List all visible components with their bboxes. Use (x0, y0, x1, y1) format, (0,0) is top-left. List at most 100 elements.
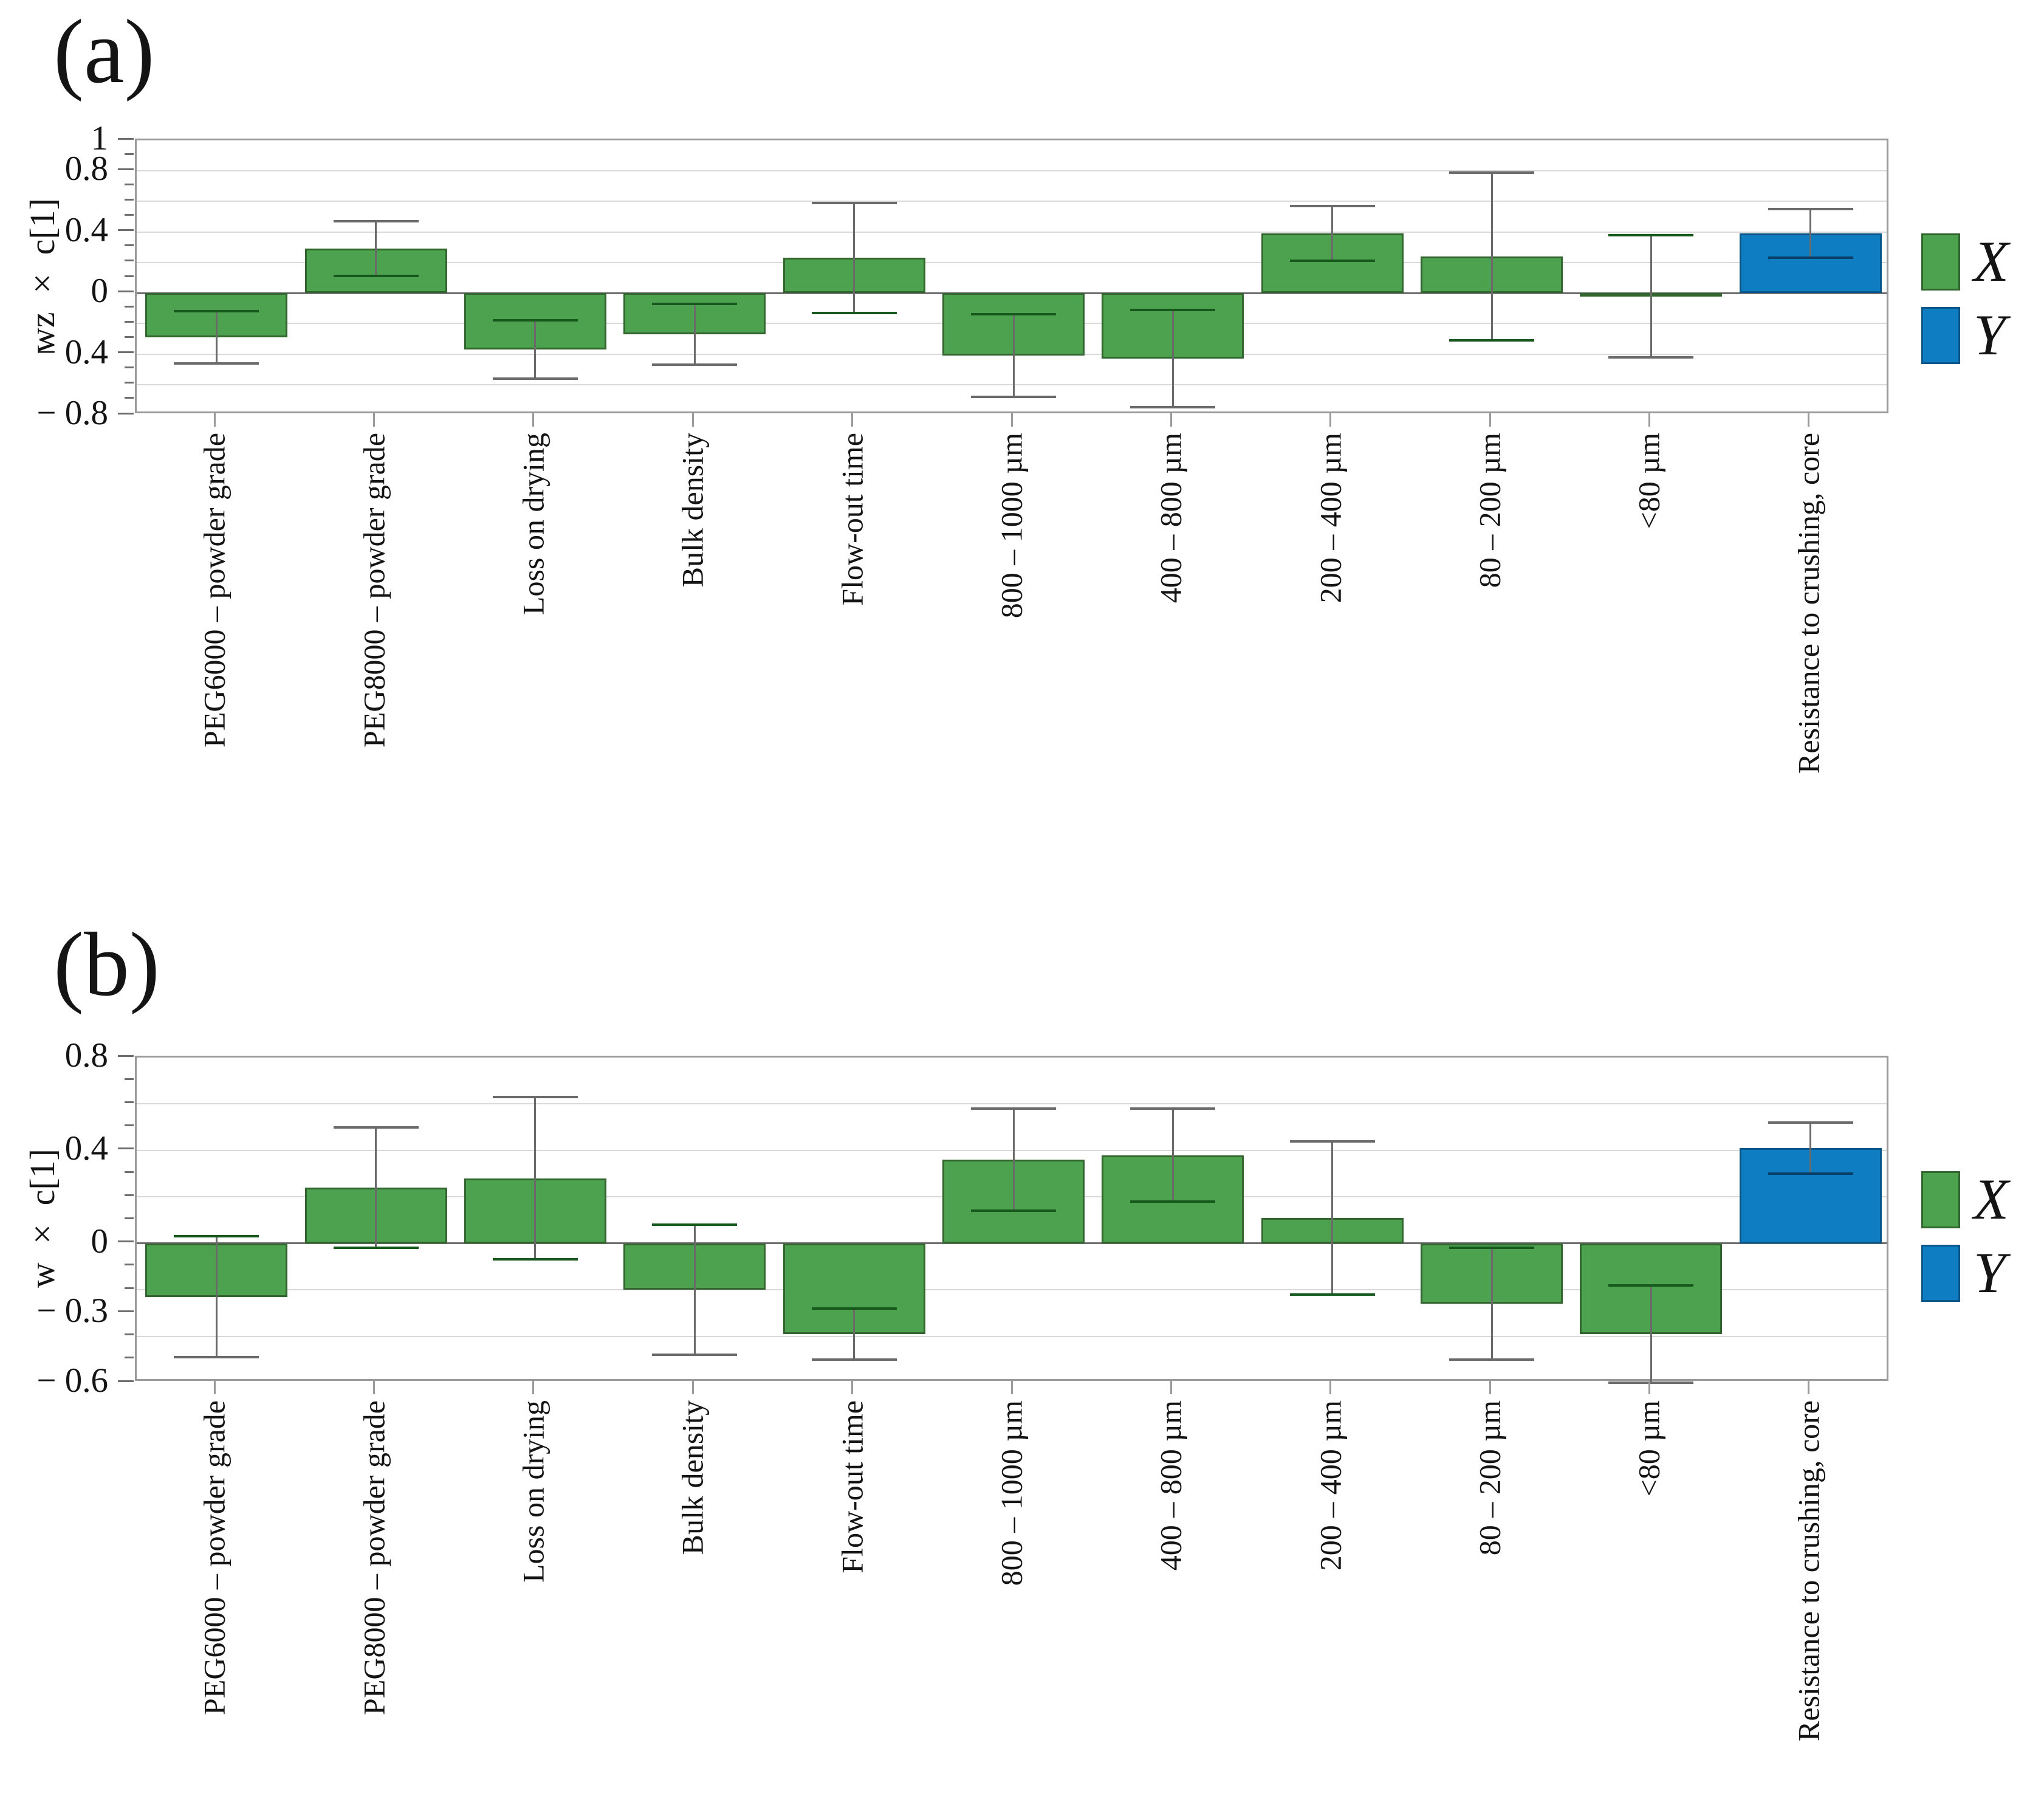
error-bar-cap-top (971, 1107, 1056, 1110)
error-bar-cap-top (1130, 308, 1216, 311)
legend-row-x: X (1921, 233, 2009, 291)
y-series-swatch (1921, 1244, 1960, 1302)
y-minor-tick (125, 244, 134, 247)
error-bar-line (534, 320, 537, 379)
y-major-tick (118, 137, 134, 140)
error-bar-line (853, 202, 856, 313)
error-bar-line (853, 1308, 856, 1360)
gridline (137, 1103, 1887, 1105)
y-tick-label: − 0.3 (36, 1292, 108, 1330)
error-bar-line (1171, 309, 1174, 408)
y-minor-tick (125, 1333, 134, 1336)
x-tick (1010, 1381, 1013, 1394)
y-series-label: Y (1974, 1240, 2006, 1305)
error-bar-cap-bottom (811, 311, 897, 314)
y-tick-label: − 0.6 (36, 1361, 108, 1400)
y-minor-tick (125, 320, 134, 323)
error-bar-line (1809, 1123, 1812, 1174)
legend-row-y: Y (1921, 1244, 2009, 1302)
y-tick-label: 1 (91, 119, 109, 157)
gridline (137, 1149, 1887, 1151)
error-bar-cap-bottom (1449, 1358, 1535, 1361)
y-minor-tick (125, 153, 134, 155)
x-category-label: Loss on drying (516, 1400, 550, 1583)
error-bar-line (215, 311, 218, 363)
error-bar-cap-top (971, 313, 1056, 316)
x-category-label: Resistance to crushing, core (1791, 1400, 1826, 1741)
x-category-label: 200 – 400 µm (1312, 1400, 1347, 1571)
error-bar-cap-top (333, 1126, 419, 1129)
error-bar-cap-bottom (811, 1358, 897, 1361)
panel-b-y-axis-label: w × c[1] (22, 1148, 62, 1288)
y-minor-tick (125, 366, 134, 369)
y-minor-tick (125, 1357, 134, 1359)
x-tick (1170, 413, 1172, 427)
error-bar-cap-bottom (1130, 406, 1216, 409)
y-tick-label: − 0.8 (36, 394, 108, 432)
error-bar-line (375, 1127, 377, 1248)
y-minor-tick (125, 260, 134, 262)
y-tick-label: − 0.4 (36, 332, 108, 371)
panel-a-plot (135, 139, 1888, 413)
y-major-tick (118, 1147, 134, 1150)
y-tick-label: 0 (91, 272, 109, 311)
y-major-tick (118, 168, 134, 170)
gridline (137, 384, 1887, 385)
x-category-label: 80 – 200 µm (1472, 433, 1507, 588)
x-tick (1648, 413, 1650, 427)
zero-axis-line (137, 1242, 1887, 1245)
error-bar-line (693, 1225, 696, 1355)
x-category-label: 400 – 800 µm (1153, 1400, 1188, 1571)
error-bar-line (1490, 1248, 1493, 1360)
x-category-label: Flow-out time (834, 433, 869, 606)
error-bar-cap-top (1289, 204, 1375, 207)
gridline (137, 1289, 1887, 1291)
x-category-label: 800 – 1000 µm (994, 433, 1029, 619)
error-bar-cap-top (174, 310, 259, 313)
y-tick-label: 0.8 (64, 150, 108, 188)
legend-row-y: Y (1921, 306, 2009, 364)
x-category-label: PEG8000 – powder grade (356, 433, 391, 748)
x-tick (1808, 1381, 1810, 1394)
y-tick-label: 0.4 (64, 1129, 108, 1168)
error-bar-cap-bottom (1289, 1293, 1375, 1296)
error-bar-line (1171, 1109, 1174, 1202)
y-minor-tick (125, 198, 134, 201)
error-bar-cap-bottom (1289, 260, 1375, 263)
x-tick (1010, 413, 1013, 427)
error-bar-line (1331, 1141, 1334, 1295)
panel-b-plot (135, 1056, 1888, 1384)
x-tick (691, 413, 694, 427)
y-major-tick (118, 412, 134, 415)
error-bar-line (1490, 172, 1493, 340)
error-bar-cap-top (174, 1235, 259, 1238)
error-bar-cap-bottom (652, 1354, 738, 1357)
y-minor-tick (125, 1264, 134, 1266)
y-major-tick (118, 1240, 134, 1243)
x-tick (373, 413, 376, 427)
gridline (137, 170, 1887, 172)
y-minor-tick (125, 1124, 134, 1127)
error-bar-line (1331, 205, 1334, 261)
x-category-label: <80 µm (1631, 1400, 1666, 1497)
error-bar-cap-top (333, 220, 419, 223)
y-minor-tick (125, 1171, 134, 1173)
y-series-label: Y (1974, 303, 2006, 367)
x-tick (1329, 1381, 1332, 1394)
error-bar-line (1012, 1109, 1015, 1211)
x-tick (691, 1381, 694, 1394)
error-bar-cap-bottom (333, 1247, 419, 1250)
y-major-tick (118, 290, 134, 292)
x-category-label: Loss on drying (516, 433, 550, 615)
panel-a-legend: X Y (1921, 233, 2009, 364)
y-minor-tick (125, 335, 134, 338)
error-bar-cap-top (1608, 1284, 1694, 1287)
x-category-label: PEG6000 – powder grade (197, 1400, 231, 1715)
error-bar-cap-top (492, 319, 578, 322)
y-major-tick (118, 1310, 134, 1312)
error-bar-cap-bottom (174, 362, 259, 365)
y-minor-tick (125, 382, 134, 384)
error-bar-cap-bottom (333, 275, 419, 278)
error-bar-cap-top (811, 1307, 897, 1310)
